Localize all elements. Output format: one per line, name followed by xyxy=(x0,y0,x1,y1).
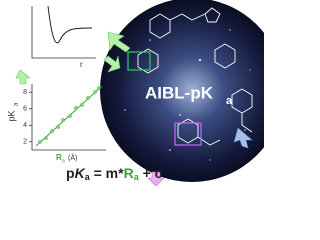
axes xyxy=(31,84,106,151)
axes xyxy=(31,6,96,59)
points xyxy=(38,86,101,144)
arrows xyxy=(15,31,253,187)
stars xyxy=(124,29,251,161)
title-subscript: a xyxy=(226,95,233,107)
x-label-subscript: a xyxy=(62,158,65,164)
eq-mid: = m* xyxy=(90,165,124,181)
eq-end: + c xyxy=(139,165,163,181)
x-label: r xyxy=(80,60,83,69)
eq-p: p xyxy=(66,165,75,181)
galaxy: AIBL-pK a xyxy=(100,0,264,182)
arrow xyxy=(147,171,165,187)
x-label-unit: (Å) xyxy=(68,153,77,162)
page: {"potential_plot": {"x_label": "r"}, "ch… xyxy=(6,0,264,187)
eq-sub2: a xyxy=(134,172,140,182)
potential-plot: r xyxy=(31,5,96,69)
y-tick-label: 8 xyxy=(23,89,27,96)
molecules xyxy=(137,7,253,146)
title: AIBL-pK xyxy=(145,83,214,102)
highlight-box xyxy=(174,122,202,146)
highlight-box xyxy=(127,51,151,71)
eq-k: K xyxy=(75,165,86,181)
arrow xyxy=(233,127,253,149)
y-label-subscript: a xyxy=(14,102,20,106)
y-label: pK xyxy=(6,110,16,121)
y-tick-label: 2 xyxy=(23,139,27,146)
curve xyxy=(47,5,93,44)
arrow xyxy=(103,55,121,73)
equation: pKa = m*Ra + c xyxy=(66,165,163,183)
x-label: R xyxy=(56,153,62,162)
eq-sub: a xyxy=(85,172,91,182)
arrow xyxy=(15,69,31,85)
y-tick-label: 4 xyxy=(23,122,27,129)
y-tick-label: 6 xyxy=(23,106,27,113)
scatter-plot: pK a R a (Å) 2 4 6 8 xyxy=(6,84,106,164)
arrow xyxy=(107,31,131,53)
eq-r: R xyxy=(124,165,134,181)
